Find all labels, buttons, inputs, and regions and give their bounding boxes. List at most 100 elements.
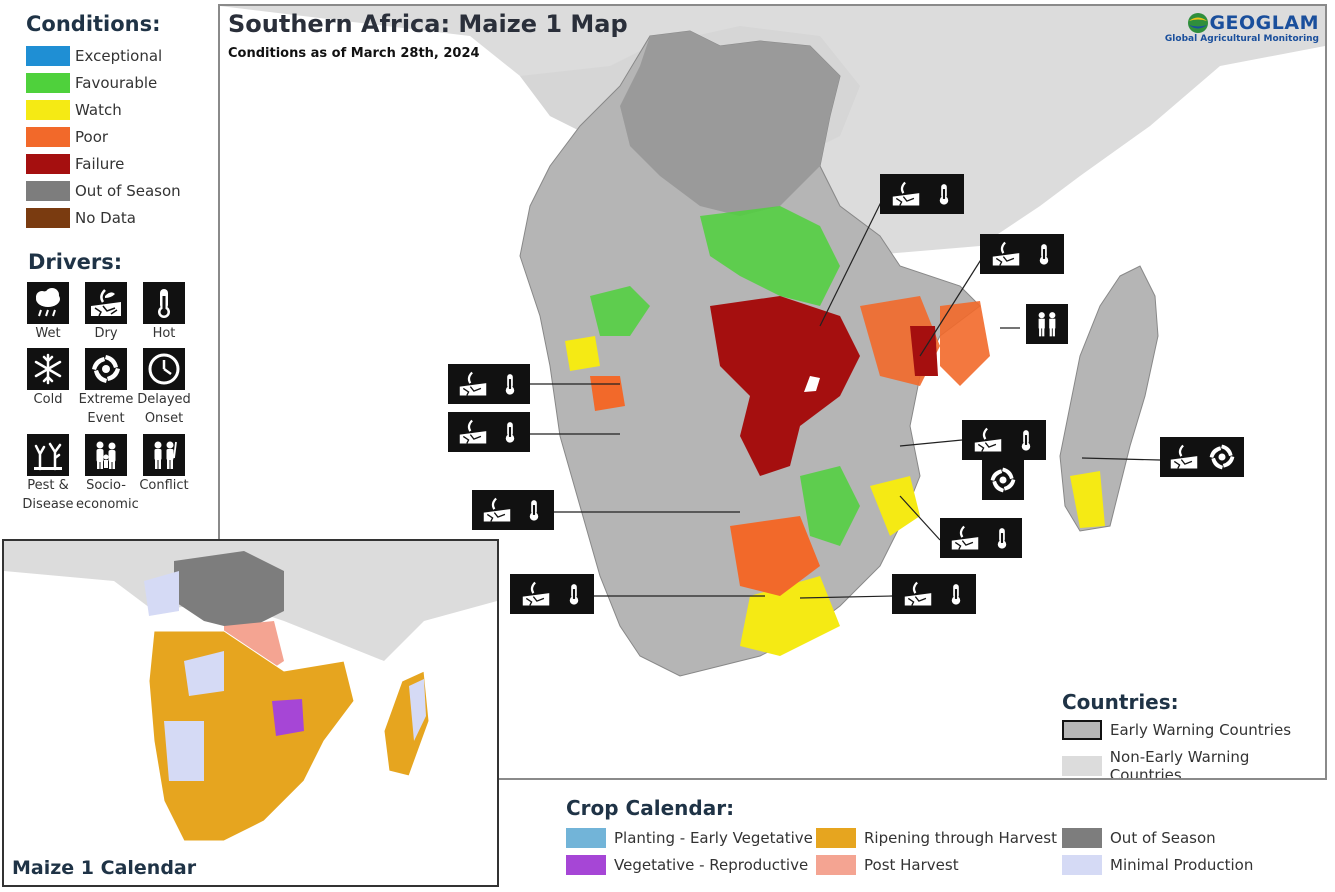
driver-dry: Dry xyxy=(76,282,136,343)
calendar-swatch xyxy=(1062,828,1102,848)
driver-leader-lines xyxy=(528,195,1161,599)
inset-canvas xyxy=(4,541,497,885)
thermometer-icon xyxy=(569,584,578,605)
calendar-out-of-season: Out of Season xyxy=(1062,828,1216,848)
country-label: Non-Early Warning Countries xyxy=(1109,748,1250,780)
dry-cracked-soil-icon xyxy=(459,371,487,396)
condition-swatch xyxy=(26,46,70,66)
poor-zone-sa-north xyxy=(730,516,820,596)
map-canvas xyxy=(220,6,1325,677)
inset-vegetative-reproductive xyxy=(272,699,304,736)
calendar-label: Out of Season xyxy=(1110,829,1216,847)
driver-box-cyclone-mozambique xyxy=(982,460,1024,500)
condition-swatch xyxy=(26,208,70,228)
driver-delayed-onset: Delayed Onset xyxy=(134,348,194,428)
driver-box-namibia xyxy=(472,490,554,530)
condition-no-data: No Data xyxy=(26,207,136,229)
thermometer-icon xyxy=(997,528,1007,549)
failure-zone-zambia-zimbabwe xyxy=(710,296,860,476)
conditions-legend-title: Conditions: xyxy=(26,12,161,36)
calendar-swatch xyxy=(816,828,856,848)
calendar-swatch xyxy=(816,855,856,875)
thermometer-icon xyxy=(951,584,960,605)
dry-cracked-soil-icon xyxy=(522,581,549,606)
thermometer-icon xyxy=(505,422,515,443)
driver-wet: Wet xyxy=(18,282,78,343)
dry-cracked-soil-icon xyxy=(992,241,1019,266)
driver-box-mozambique-central xyxy=(962,420,1046,460)
soldiers-icon xyxy=(1038,312,1056,337)
map-title: Southern Africa: Maize 1 Map xyxy=(228,10,628,38)
dry-cracked-soil-icon xyxy=(1170,444,1198,469)
cyclone-icon xyxy=(85,348,127,390)
dry-cracked-soil-icon xyxy=(459,419,487,444)
dry-cracked-soil-icon xyxy=(892,181,919,206)
cyclone-icon xyxy=(990,467,1016,493)
condition-label: No Data xyxy=(75,209,136,227)
calendar-swatch xyxy=(566,855,606,875)
driver-box-tanzania xyxy=(880,174,964,214)
out-of-season-zone xyxy=(620,31,840,216)
logo-subtitle: Global Agricultural Monitoring xyxy=(1164,34,1319,44)
inset-minimal-production-north xyxy=(144,571,179,616)
madagascar xyxy=(1059,265,1159,532)
thermometer-icon xyxy=(1039,244,1048,265)
globe-icon xyxy=(1188,13,1209,33)
calendar-planting: Planting - Early Vegetative xyxy=(566,828,813,848)
driver-pest-disease: Pest & Disease xyxy=(18,434,78,514)
country-early-warning: Early Warning Countries xyxy=(1062,720,1291,740)
condition-swatch xyxy=(26,100,70,120)
drivers-legend-title: Drivers: xyxy=(28,250,123,274)
soldiers-icon xyxy=(143,434,185,476)
favourable-zone-angola xyxy=(590,286,650,336)
driver-label: Wet xyxy=(35,326,61,341)
driver-hot: Hot xyxy=(134,282,194,343)
inset-minimal-production-angola xyxy=(184,651,224,696)
inset-madagascar-minimal xyxy=(409,679,426,741)
condition-label: Poor xyxy=(75,128,109,146)
condition-label: Out of Season xyxy=(75,182,181,200)
poor-zone-mozambique-north xyxy=(940,301,990,386)
calendar-vegetative: Vegetative - Reproductive xyxy=(566,855,808,875)
geoglam-logo: GEOGLAM Global Agricultural Monitoring xyxy=(1165,12,1319,44)
driver-label: Extreme Event xyxy=(78,392,134,426)
condition-label: Exceptional xyxy=(75,47,163,65)
country-swatch xyxy=(1062,756,1102,776)
watch-zone-madagascar xyxy=(1070,471,1105,528)
dry-cracked-soil-icon xyxy=(904,581,931,606)
condition-exceptional: Exceptional xyxy=(26,45,162,67)
map-subtitle: Conditions as of March 28th, 2024 xyxy=(228,46,480,61)
snowflake-icon xyxy=(27,348,69,390)
condition-out-of-season: Out of Season xyxy=(26,180,181,202)
condition-swatch xyxy=(26,181,70,201)
driver-socio-economic: Socio-economic xyxy=(76,434,139,514)
poor-zone-angola-south xyxy=(590,376,625,411)
cyclone-icon xyxy=(1209,444,1235,470)
maize-calendar-inset: Maize 1 Calendar xyxy=(2,539,499,887)
inset-label: Maize 1 Calendar xyxy=(12,857,197,879)
calendar-label: Post Harvest xyxy=(864,856,959,874)
driver-box-madagascar xyxy=(1160,437,1244,477)
dead-tree-icon xyxy=(27,434,69,476)
favourable-zone-north xyxy=(700,206,840,306)
condition-swatch xyxy=(26,127,70,147)
countries-legend-title: Countries: xyxy=(1062,690,1179,714)
watch-zone-angola xyxy=(565,336,600,371)
driver-box-eswatini xyxy=(892,574,976,614)
calendar-swatch xyxy=(1062,855,1102,875)
inset-out-of-season xyxy=(174,551,284,631)
dry-cracked-soil-icon xyxy=(85,282,127,324)
driver-extreme-event: Extreme Event xyxy=(76,348,136,428)
lake-kariba xyxy=(804,376,820,392)
driver-box-mozambique-south xyxy=(940,518,1022,558)
driver-label: Dry xyxy=(94,326,118,341)
calendar-label: Ripening through Harvest xyxy=(864,829,1057,847)
favourable-zone-south xyxy=(800,466,860,546)
condition-watch: Watch xyxy=(26,99,122,121)
dry-cracked-soil-icon xyxy=(974,427,1001,452)
thermometer-icon xyxy=(939,184,948,205)
calendar-swatch xyxy=(566,828,606,848)
driver-label: Cold xyxy=(33,392,63,407)
thermometer-icon xyxy=(1021,430,1030,451)
driver-box-angola-1 xyxy=(448,364,530,404)
